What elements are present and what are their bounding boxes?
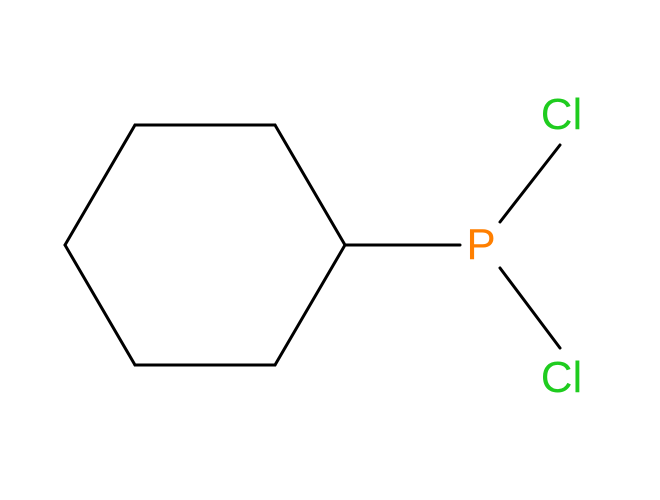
chlorine-atom-label-bottom: Cl	[541, 356, 583, 400]
phosphorus-atom-label: P	[466, 223, 495, 267]
bond-layer	[0, 0, 660, 500]
molecule-canvas: P Cl Cl	[0, 0, 660, 500]
chlorine-atom-label-top: Cl	[541, 93, 583, 137]
